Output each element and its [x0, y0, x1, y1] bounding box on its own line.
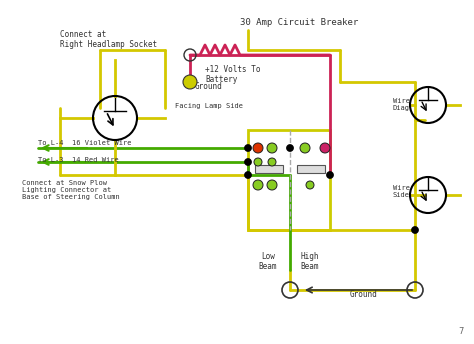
Circle shape	[267, 143, 277, 153]
Text: Low
Beam: Low Beam	[259, 252, 277, 271]
Bar	[255, 165, 283, 173]
Circle shape	[267, 180, 277, 190]
Text: Connect at
Right Headlamp Socket: Connect at Right Headlamp Socket	[60, 30, 157, 50]
Text: Facing Lamp Side: Facing Lamp Side	[175, 103, 243, 109]
Circle shape	[411, 226, 419, 234]
Circle shape	[306, 181, 314, 189]
Text: Ground: Ground	[350, 290, 378, 299]
Text: 30 Amp Circuit Breaker: 30 Amp Circuit Breaker	[240, 18, 358, 27]
Text: Wire
Diag: Wire Diag	[393, 98, 410, 111]
Bar	[297, 165, 325, 173]
Text: High
Beam: High Beam	[301, 252, 319, 271]
Circle shape	[286, 144, 293, 151]
Circle shape	[320, 143, 330, 153]
Circle shape	[245, 159, 252, 165]
Circle shape	[268, 158, 276, 166]
Text: To L-3  14 Red Wire: To L-3 14 Red Wire	[38, 157, 119, 163]
Circle shape	[245, 144, 252, 151]
Text: Ground: Ground	[195, 82, 223, 91]
Text: 7: 7	[459, 327, 464, 336]
Circle shape	[253, 180, 263, 190]
Circle shape	[253, 143, 263, 153]
Text: Connect at Snow Plow
Lighting Connector at
Base of Steering Column: Connect at Snow Plow Lighting Connector …	[22, 180, 120, 200]
Text: To L-4  16 Violet Wire: To L-4 16 Violet Wire	[38, 140, 131, 146]
Circle shape	[327, 172, 334, 179]
Circle shape	[245, 172, 252, 179]
Circle shape	[254, 158, 262, 166]
Text: +12 Volts To
Battery: +12 Volts To Battery	[205, 65, 261, 84]
Text: Wire
Side: Wire Side	[393, 185, 410, 198]
Circle shape	[300, 143, 310, 153]
Bar	[248, 130, 330, 230]
Circle shape	[183, 75, 197, 89]
